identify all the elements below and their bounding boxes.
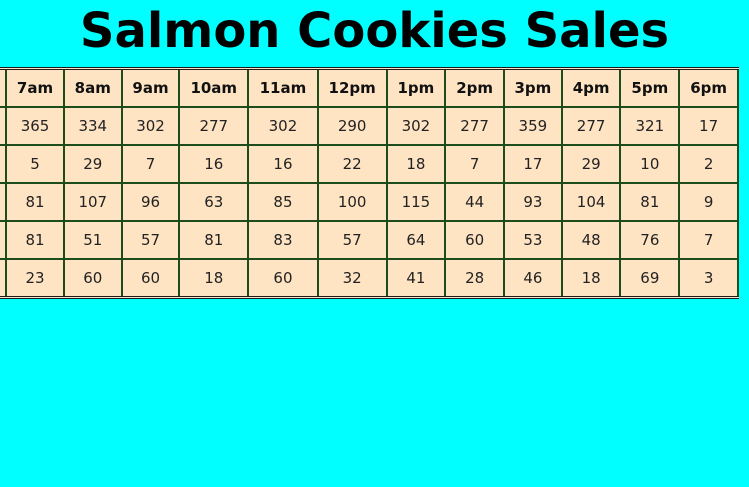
table-cell: 83 [249, 222, 319, 260]
table-cell: 41 [388, 260, 447, 296]
header-cell-6pm: 6pm [680, 70, 739, 108]
table-cell: 44 [446, 184, 505, 222]
table-cell: 17 [504, 146, 563, 184]
header-cell-1pm: 1pm [387, 70, 447, 108]
table-cell: 365 [7, 108, 65, 146]
header-cell-11am: 11am [249, 70, 319, 108]
sales-table: 7am 8am 9am 10am 11am 12pm 1pm 2pm 3pm 4pm 5pm 6pm … [0, 67, 739, 299]
row-label-cell [0, 222, 8, 260]
row-label-cell [0, 184, 8, 222]
table-cell: 359 [504, 108, 563, 146]
table-cell: 9 [680, 184, 739, 222]
table-cell: 85 [249, 184, 319, 222]
header-cell-10am: 10am [180, 70, 250, 108]
header-cell-2pm: 2pm [446, 70, 505, 108]
table-cell: 81 [180, 222, 250, 260]
row-label-cell [0, 108, 8, 146]
row-label-cell [0, 146, 8, 184]
table-cell: 10 [621, 146, 681, 184]
table-cell: 76 [621, 222, 681, 260]
table-cell: 29 [562, 146, 622, 184]
table-cell: 64 [387, 222, 447, 260]
table-cell: 63 [180, 184, 250, 222]
table-cell: 100 [318, 184, 388, 222]
table-cell: 17 [680, 108, 739, 146]
table-cell: 60 [249, 260, 319, 296]
header-cell-3pm: 3pm [504, 70, 563, 108]
table-cell: 60 [65, 260, 123, 296]
header-cell-9am: 9am [122, 70, 181, 108]
table-cell: 7 [680, 222, 739, 260]
table-cell: 3 [680, 260, 739, 296]
table-cell: 334 [64, 108, 123, 146]
table-cell: 60 [446, 222, 505, 260]
table-cell: 2 [680, 146, 739, 184]
table-cell: 104 [562, 184, 622, 222]
table-cell: 48 [562, 222, 622, 260]
table-row: 365 334 302 277 302 290 302 277 359 277 321 17 [0, 108, 739, 146]
row-label-cell [0, 260, 8, 296]
table-cell: 93 [504, 184, 563, 222]
table-cell: 107 [64, 184, 123, 222]
table-cell: 115 [387, 184, 447, 222]
table-cell: 96 [122, 184, 181, 222]
table-cell: 7 [446, 146, 505, 184]
table-cell: 16 [249, 146, 319, 184]
table-cell: 277 [180, 108, 250, 146]
header-cell-8am: 8am [64, 70, 123, 108]
table-cell: 22 [318, 146, 388, 184]
table-cell: 302 [387, 108, 447, 146]
table-cell: 7 [122, 146, 181, 184]
header-cell-7am: 7am [7, 70, 65, 108]
table-cell: 23 [7, 260, 65, 296]
table-cell: 53 [504, 222, 563, 260]
table-cell: 277 [446, 108, 505, 146]
table-cell: 18 [180, 260, 250, 296]
table-cell: 28 [446, 260, 505, 296]
table-cell: 51 [64, 222, 123, 260]
table-cell: 16 [180, 146, 250, 184]
header-cell-4pm: 4pm [562, 70, 622, 108]
table-cell: 302 [122, 108, 181, 146]
table-cell: 81 [621, 184, 681, 222]
table-cell: 32 [319, 260, 388, 296]
table-cell: 290 [318, 108, 388, 146]
table-cell: 57 [122, 222, 181, 260]
table-row: 5 29 7 16 16 22 18 7 17 29 10 2 [0, 146, 739, 184]
table-cell: 60 [123, 260, 181, 296]
table-cell: 81 [7, 184, 65, 222]
header-cell-12pm: 12pm [318, 70, 388, 108]
table-cell: 57 [318, 222, 388, 260]
table-cell: 29 [64, 146, 123, 184]
table-cell: 18 [387, 146, 447, 184]
header-row: 7am 8am 9am 10am 11am 12pm 1pm 2pm 3pm 4pm 5pm 6pm [0, 70, 739, 108]
table-cell: 321 [621, 108, 681, 146]
table-row: 23 60 60 18 60 32 41 28 46 18 69 3 [0, 260, 739, 296]
table-cell: 18 [563, 260, 622, 296]
table-cell: 81 [7, 222, 65, 260]
header-cell-lead [0, 70, 8, 108]
page-title: Salmon Cookies Sales [79, 3, 670, 59]
table-row: 81 107 96 63 85 100 115 44 93 104 81 9 [0, 184, 739, 222]
table-cell: 46 [505, 260, 563, 296]
table-cell: 69 [621, 260, 681, 296]
table-cell: 5 [7, 146, 65, 184]
sales-table-container: 7am 8am 9am 10am 11am 12pm 1pm 2pm 3pm 4pm 5pm 6pm … [0, 67, 749, 302]
table-row: 81 51 57 81 83 57 64 60 53 48 76 7 [0, 222, 739, 260]
table-cell: 302 [249, 108, 319, 146]
table-cell: 277 [562, 108, 622, 146]
header-cell-5pm: 5pm [621, 70, 681, 108]
